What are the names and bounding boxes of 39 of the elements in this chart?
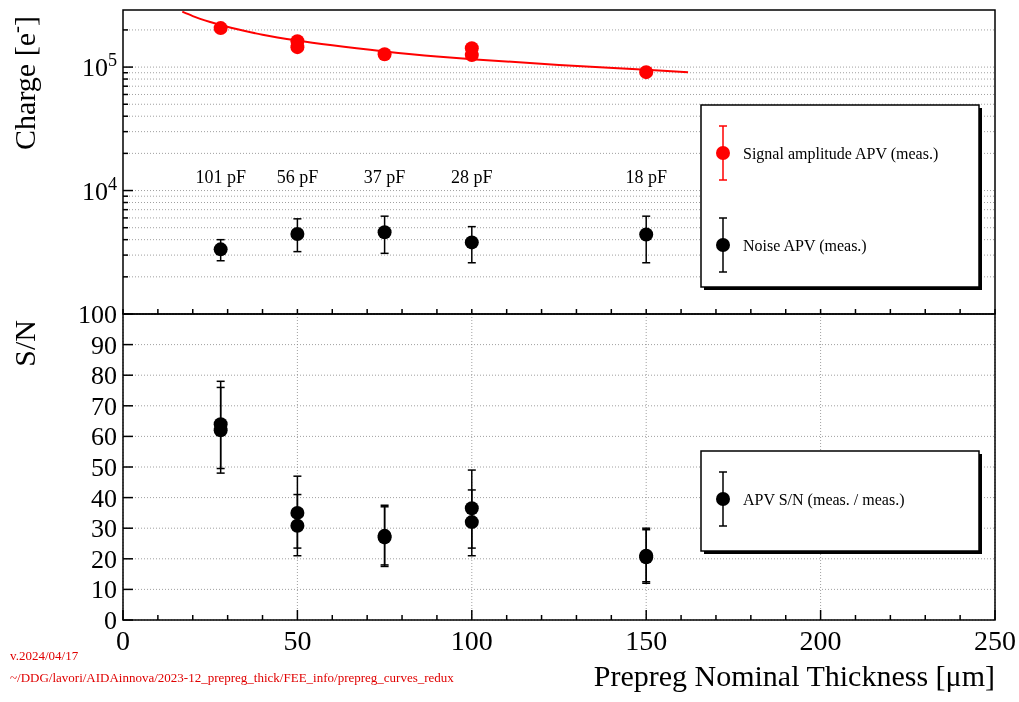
y-tick-label: 20: [91, 544, 117, 574]
y-tick-label: 0: [104, 606, 117, 635]
annotation: 18 pF: [625, 167, 667, 187]
point: [639, 227, 654, 242]
point: [290, 505, 305, 520]
point: [377, 225, 392, 240]
point: [464, 515, 479, 530]
point: [213, 242, 228, 257]
y-tick-label: 60: [91, 422, 117, 452]
y-tick-label: 10$^{5}$: [81, 50, 117, 83]
y-tick-label: 10$^{4}$: [81, 173, 117, 206]
x-tick-label: 250: [974, 625, 1016, 656]
legend-label: Signal amplitude APV (meas.): [743, 145, 939, 163]
legend-label: Noise APV (meas.): [743, 237, 867, 255]
point: [464, 235, 479, 250]
text: v.2024/04/17: [10, 648, 79, 663]
point: [290, 518, 305, 533]
legend-label: APV S/N (meas. / meas.): [743, 491, 905, 509]
x-tick-label: 200: [799, 625, 842, 656]
point: [290, 226, 305, 241]
annotation: 37 pF: [363, 167, 406, 187]
y-tick-label: 10: [91, 575, 117, 605]
annotation: 28 pF: [451, 167, 493, 187]
point: [464, 501, 479, 516]
y-tick-label: 50: [91, 453, 117, 482]
y-axis-title: S/N: [8, 320, 41, 367]
annotation: 56 pF: [276, 167, 319, 187]
annotation: 101 pF: [195, 167, 246, 187]
x-tick-label: 150: [625, 625, 668, 656]
x-axis-title: Prepreg Nominal Thickness [μm]: [593, 659, 995, 692]
text: ~/DDG/lavori/AIDAinnova/2023-12_prepreg_thick/FEE_info/prepreg_curves_redux: [10, 670, 455, 685]
y-tick-label: 80: [91, 361, 117, 391]
y-tick-label: 40: [91, 483, 117, 513]
y-tick-label: 70: [91, 391, 117, 421]
x-tick-label: 50: [283, 625, 312, 656]
y-tick-label: 90: [91, 330, 117, 360]
y-tick-label: 100: [78, 300, 117, 329]
y-tick-label: 30: [91, 514, 117, 544]
x-tick-label: 100: [450, 625, 493, 656]
